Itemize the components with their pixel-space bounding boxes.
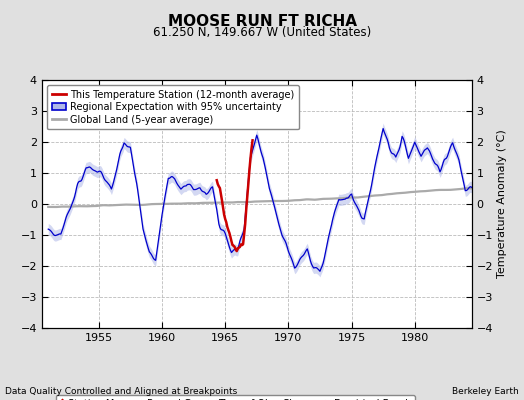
Text: Data Quality Controlled and Aligned at Breakpoints: Data Quality Controlled and Aligned at B… — [5, 387, 237, 396]
Text: 61.250 N, 149.667 W (United States): 61.250 N, 149.667 W (United States) — [153, 26, 371, 39]
Legend: Station Move, Record Gap, Time of Obs. Change, Empirical Break: Station Move, Record Gap, Time of Obs. C… — [56, 395, 415, 400]
Y-axis label: Temperature Anomaly (°C): Temperature Anomaly (°C) — [497, 130, 507, 278]
Text: Berkeley Earth: Berkeley Earth — [452, 387, 519, 396]
Text: MOOSE RUN FT RICHA: MOOSE RUN FT RICHA — [168, 14, 356, 29]
